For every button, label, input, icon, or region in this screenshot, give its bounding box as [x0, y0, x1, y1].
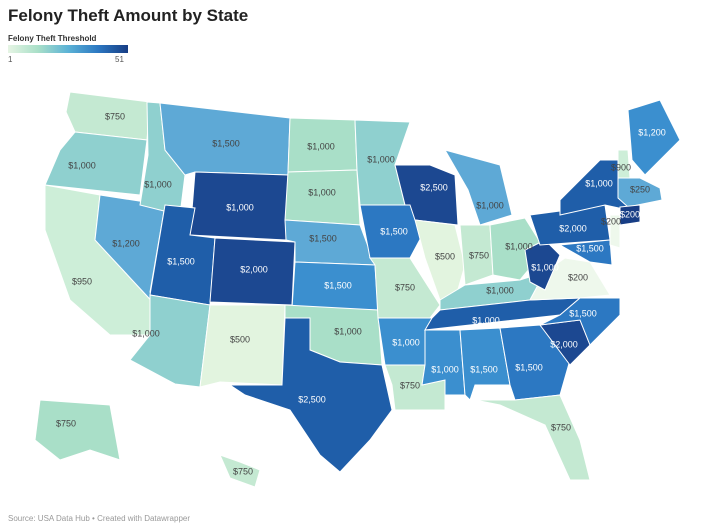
- state-label: $1,000: [226, 202, 254, 212]
- state-label: $1,000: [144, 179, 172, 189]
- legend-min: 1: [8, 55, 13, 64]
- state-label: $1,200: [638, 127, 666, 137]
- state-label: $1,500: [212, 138, 240, 148]
- state: [539, 297, 621, 346]
- state-label: $2,000: [559, 223, 587, 233]
- state-label: $1,500: [309, 233, 337, 243]
- state-label: $1,000: [472, 315, 500, 325]
- state-label: $1,000: [392, 337, 420, 347]
- state: [443, 149, 513, 226]
- legend-gradient: [8, 45, 128, 53]
- state-label: $500: [435, 251, 455, 261]
- state-label: $200: [568, 272, 588, 282]
- state: [609, 214, 621, 249]
- state-label: $1,500: [167, 256, 195, 266]
- state-label: $750: [105, 111, 125, 121]
- state: [558, 239, 613, 266]
- state-label: $750: [233, 466, 253, 476]
- state-label: $1,000: [476, 200, 504, 210]
- state-label: $1,500: [324, 280, 352, 290]
- source: Source: USA Data Hub • Created with Data…: [8, 514, 190, 523]
- state-label: $1,000: [68, 160, 96, 170]
- title: Felony Theft Amount by State: [8, 6, 249, 25]
- state: [619, 204, 641, 226]
- state-label: $200: [601, 216, 621, 226]
- state-label: $1,500: [515, 362, 543, 372]
- state: [219, 454, 261, 488]
- state-label: $1,500: [380, 226, 408, 236]
- state-label: $500: [230, 334, 250, 344]
- state: [34, 399, 121, 461]
- state-label: $1,000: [307, 141, 335, 151]
- state-label: $950: [72, 276, 92, 286]
- state-label: $1,000: [132, 328, 160, 338]
- state-label: $1,000: [431, 364, 459, 374]
- state-label: $1,000: [367, 154, 395, 164]
- state-label: $1,000: [505, 241, 533, 251]
- state: [228, 317, 393, 473]
- state-label: $1,500: [576, 243, 604, 253]
- state: [474, 394, 591, 481]
- legend-label: Felony Theft Threshold: [8, 34, 97, 43]
- state: [44, 131, 148, 196]
- state-label: $1,000: [531, 262, 559, 272]
- state-label: $250: [630, 184, 650, 194]
- state: [199, 304, 286, 388]
- state-label: $900: [611, 162, 631, 172]
- state-label: $2,500: [420, 182, 448, 192]
- state-label: $1,500: [470, 364, 498, 374]
- state-label: $2,000: [550, 339, 578, 349]
- state-label: $2,000: [240, 264, 268, 274]
- state-label: $1,000: [334, 326, 362, 336]
- legend-max: 51: [115, 55, 124, 64]
- state-label: $2,500: [298, 394, 326, 404]
- state: [617, 177, 663, 208]
- state-label: $750: [551, 422, 571, 432]
- state-label: $1,000: [486, 285, 514, 295]
- state: [284, 169, 361, 226]
- state-label: $200: [620, 209, 640, 219]
- state-label: $750: [56, 418, 76, 428]
- state: [627, 99, 681, 176]
- state-label: $1,500: [569, 308, 597, 318]
- state-label: $750: [469, 250, 489, 260]
- state-label: $1,000: [585, 178, 613, 188]
- state-label: $750: [400, 380, 420, 390]
- state-label: $1,000: [308, 187, 336, 197]
- state-label: $1,200: [112, 238, 140, 248]
- state-label: $750: [395, 282, 415, 292]
